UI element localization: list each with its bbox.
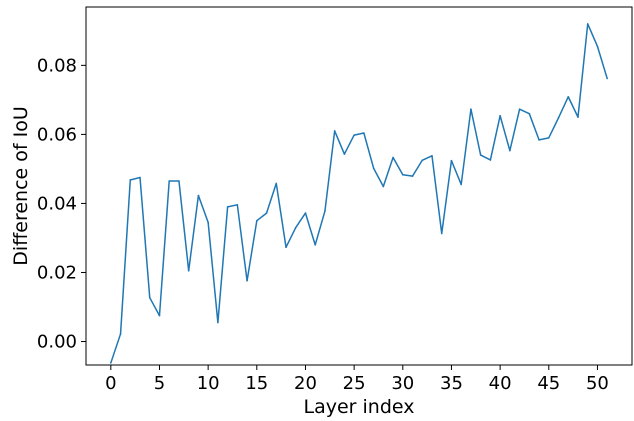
data-point <box>489 159 492 161</box>
data-point <box>450 159 453 162</box>
data-point <box>411 175 414 177</box>
data-point <box>197 194 200 197</box>
data-point <box>586 23 589 25</box>
data-point <box>333 130 336 132</box>
data-point <box>567 95 570 98</box>
x-tick-label: 20 <box>294 373 317 394</box>
data-point <box>528 112 531 115</box>
data-point <box>606 77 608 80</box>
series-line <box>110 23 608 364</box>
data-point <box>518 108 521 110</box>
data-point <box>158 314 161 317</box>
x-tick-label: 40 <box>489 373 512 394</box>
data-point <box>353 134 355 136</box>
data-point <box>217 321 219 324</box>
x-axis-ticks: 0 5 10 15 20 25 30 35 40 45 50 <box>105 365 609 394</box>
x-tick-label: 5 <box>154 373 165 394</box>
data-point <box>402 173 404 176</box>
data-point <box>285 246 287 249</box>
data-point <box>139 176 141 179</box>
data-point <box>207 221 209 224</box>
y-tick-label: 0.08 <box>37 55 77 76</box>
data-point <box>294 226 297 229</box>
plot-frame <box>85 6 633 366</box>
data-point <box>431 154 433 157</box>
data-point <box>236 204 239 206</box>
data-point <box>265 212 268 214</box>
y-axis-label: Difference of IoU <box>10 106 32 265</box>
y-tick-label: 0.06 <box>37 124 77 145</box>
data-point <box>110 362 112 364</box>
x-tick-label: 50 <box>586 373 609 394</box>
x-tick-label: 35 <box>440 373 463 394</box>
data-point <box>314 244 317 246</box>
y-tick-label: 0.04 <box>37 193 77 214</box>
x-tick-label: 15 <box>245 373 268 394</box>
data-point <box>119 333 122 335</box>
data-point <box>460 183 462 186</box>
data-point <box>372 167 375 170</box>
data-point <box>557 117 560 119</box>
data-point <box>304 212 307 214</box>
y-tick-label: 0.00 <box>37 332 77 353</box>
data-point <box>275 182 278 185</box>
x-tick-label: 45 <box>537 373 560 394</box>
data-point <box>509 149 511 152</box>
data-point <box>479 154 482 156</box>
series-group <box>110 23 608 364</box>
y-axis-ticks: 0.00 0.02 0.04 0.06 0.08 <box>37 55 86 353</box>
x-tick-label: 10 <box>197 373 220 394</box>
plot-area <box>86 7 632 365</box>
data-point <box>538 139 540 141</box>
data-point <box>577 116 579 118</box>
x-axis-label: Layer index <box>304 396 415 418</box>
data-point <box>246 279 248 282</box>
data-point <box>596 45 599 48</box>
data-point <box>168 180 171 182</box>
data-point <box>499 114 501 117</box>
y-tick-label: 0.02 <box>37 262 77 283</box>
data-point <box>392 156 394 159</box>
data-point <box>343 153 346 155</box>
data-point <box>421 159 424 162</box>
data-point <box>187 269 190 272</box>
x-tick-label: 30 <box>391 373 414 394</box>
data-point <box>129 179 132 181</box>
data-point <box>547 137 550 139</box>
x-tick-label: 25 <box>343 373 366 394</box>
data-point <box>382 185 385 188</box>
data-point <box>440 232 443 235</box>
data-point <box>363 132 365 134</box>
data-point <box>324 210 326 212</box>
data-point <box>256 219 258 222</box>
data-point <box>470 108 472 110</box>
data-point <box>226 206 229 208</box>
x-tick-label: 0 <box>105 373 116 394</box>
data-point <box>148 296 151 299</box>
data-point <box>178 180 180 182</box>
